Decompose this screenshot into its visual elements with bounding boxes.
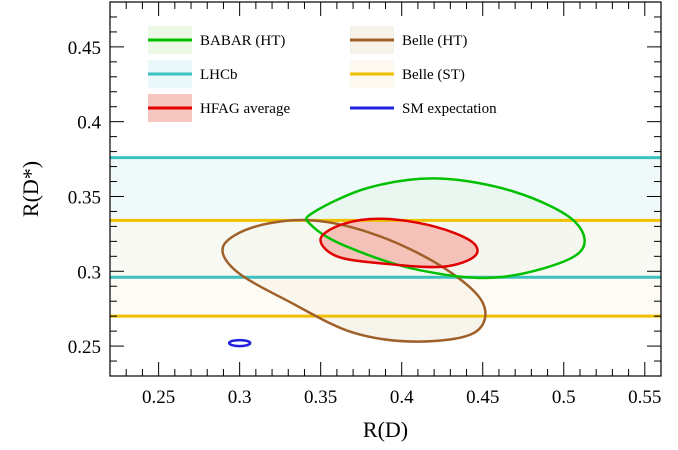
- legend: BABAR (HT) Belle (HT) LHCb Belle (ST) HFAG a…: [148, 26, 497, 122]
- x-tick-label: 0.45: [466, 387, 499, 408]
- x-tick-label: 0.5: [552, 387, 576, 408]
- legend-item-hfag-average: HFAG average: [148, 94, 290, 122]
- x-tick-label: 0.25: [142, 387, 175, 408]
- legend-label: SM expectation: [402, 101, 497, 117]
- x-tick-label: 0.55: [628, 387, 661, 408]
- ellipse-outline-sm-expectation: [227, 338, 252, 348]
- y-tick-label: 0.4: [77, 113, 101, 134]
- plot-fill-layer: [110, 157, 661, 342]
- legend-label: HFAG average: [200, 101, 290, 117]
- y-axis-title: R(D*): [18, 161, 43, 217]
- legend-item-lhcb: LHCb: [148, 60, 238, 88]
- legend-label: BABAR (HT): [200, 33, 285, 49]
- x-tick-label: 0.35: [304, 387, 337, 408]
- legend-item-belle-st: Belle (ST): [350, 60, 465, 88]
- y-tick-label: 0.45: [68, 38, 101, 59]
- legend-label: Belle (HT): [402, 33, 467, 49]
- legend-label: Belle (ST): [402, 67, 465, 83]
- x-axis-title: R(D): [363, 417, 408, 442]
- legend-item-sm-expectation: SM expectation: [350, 94, 497, 122]
- ellipse-outline-hfag-average: [319, 217, 479, 269]
- x-tick-label: 0.3: [228, 387, 252, 408]
- legend-item-babar-ht: BABAR (HT): [148, 26, 285, 54]
- y-tick-label: 0.25: [68, 337, 101, 358]
- ellipse-outline-belle-ht: [221, 218, 487, 343]
- y-tick-label: 0.35: [68, 187, 101, 208]
- plot-line-layer: [110, 156, 661, 348]
- legend-label: LHCb: [200, 67, 238, 83]
- legend-item-belle-ht: Belle (HT): [350, 26, 467, 54]
- ellipse-outline-babar-ht: [304, 177, 586, 280]
- tick-layer: 0.25 0.3 0.35 0.4 0.45 0.5 0.55 0.25 0.3 0.35 0.4 0…: [68, 1, 662, 408]
- y-tick-label: 0.3: [77, 262, 101, 283]
- x-tick-label: 0.4: [390, 387, 414, 408]
